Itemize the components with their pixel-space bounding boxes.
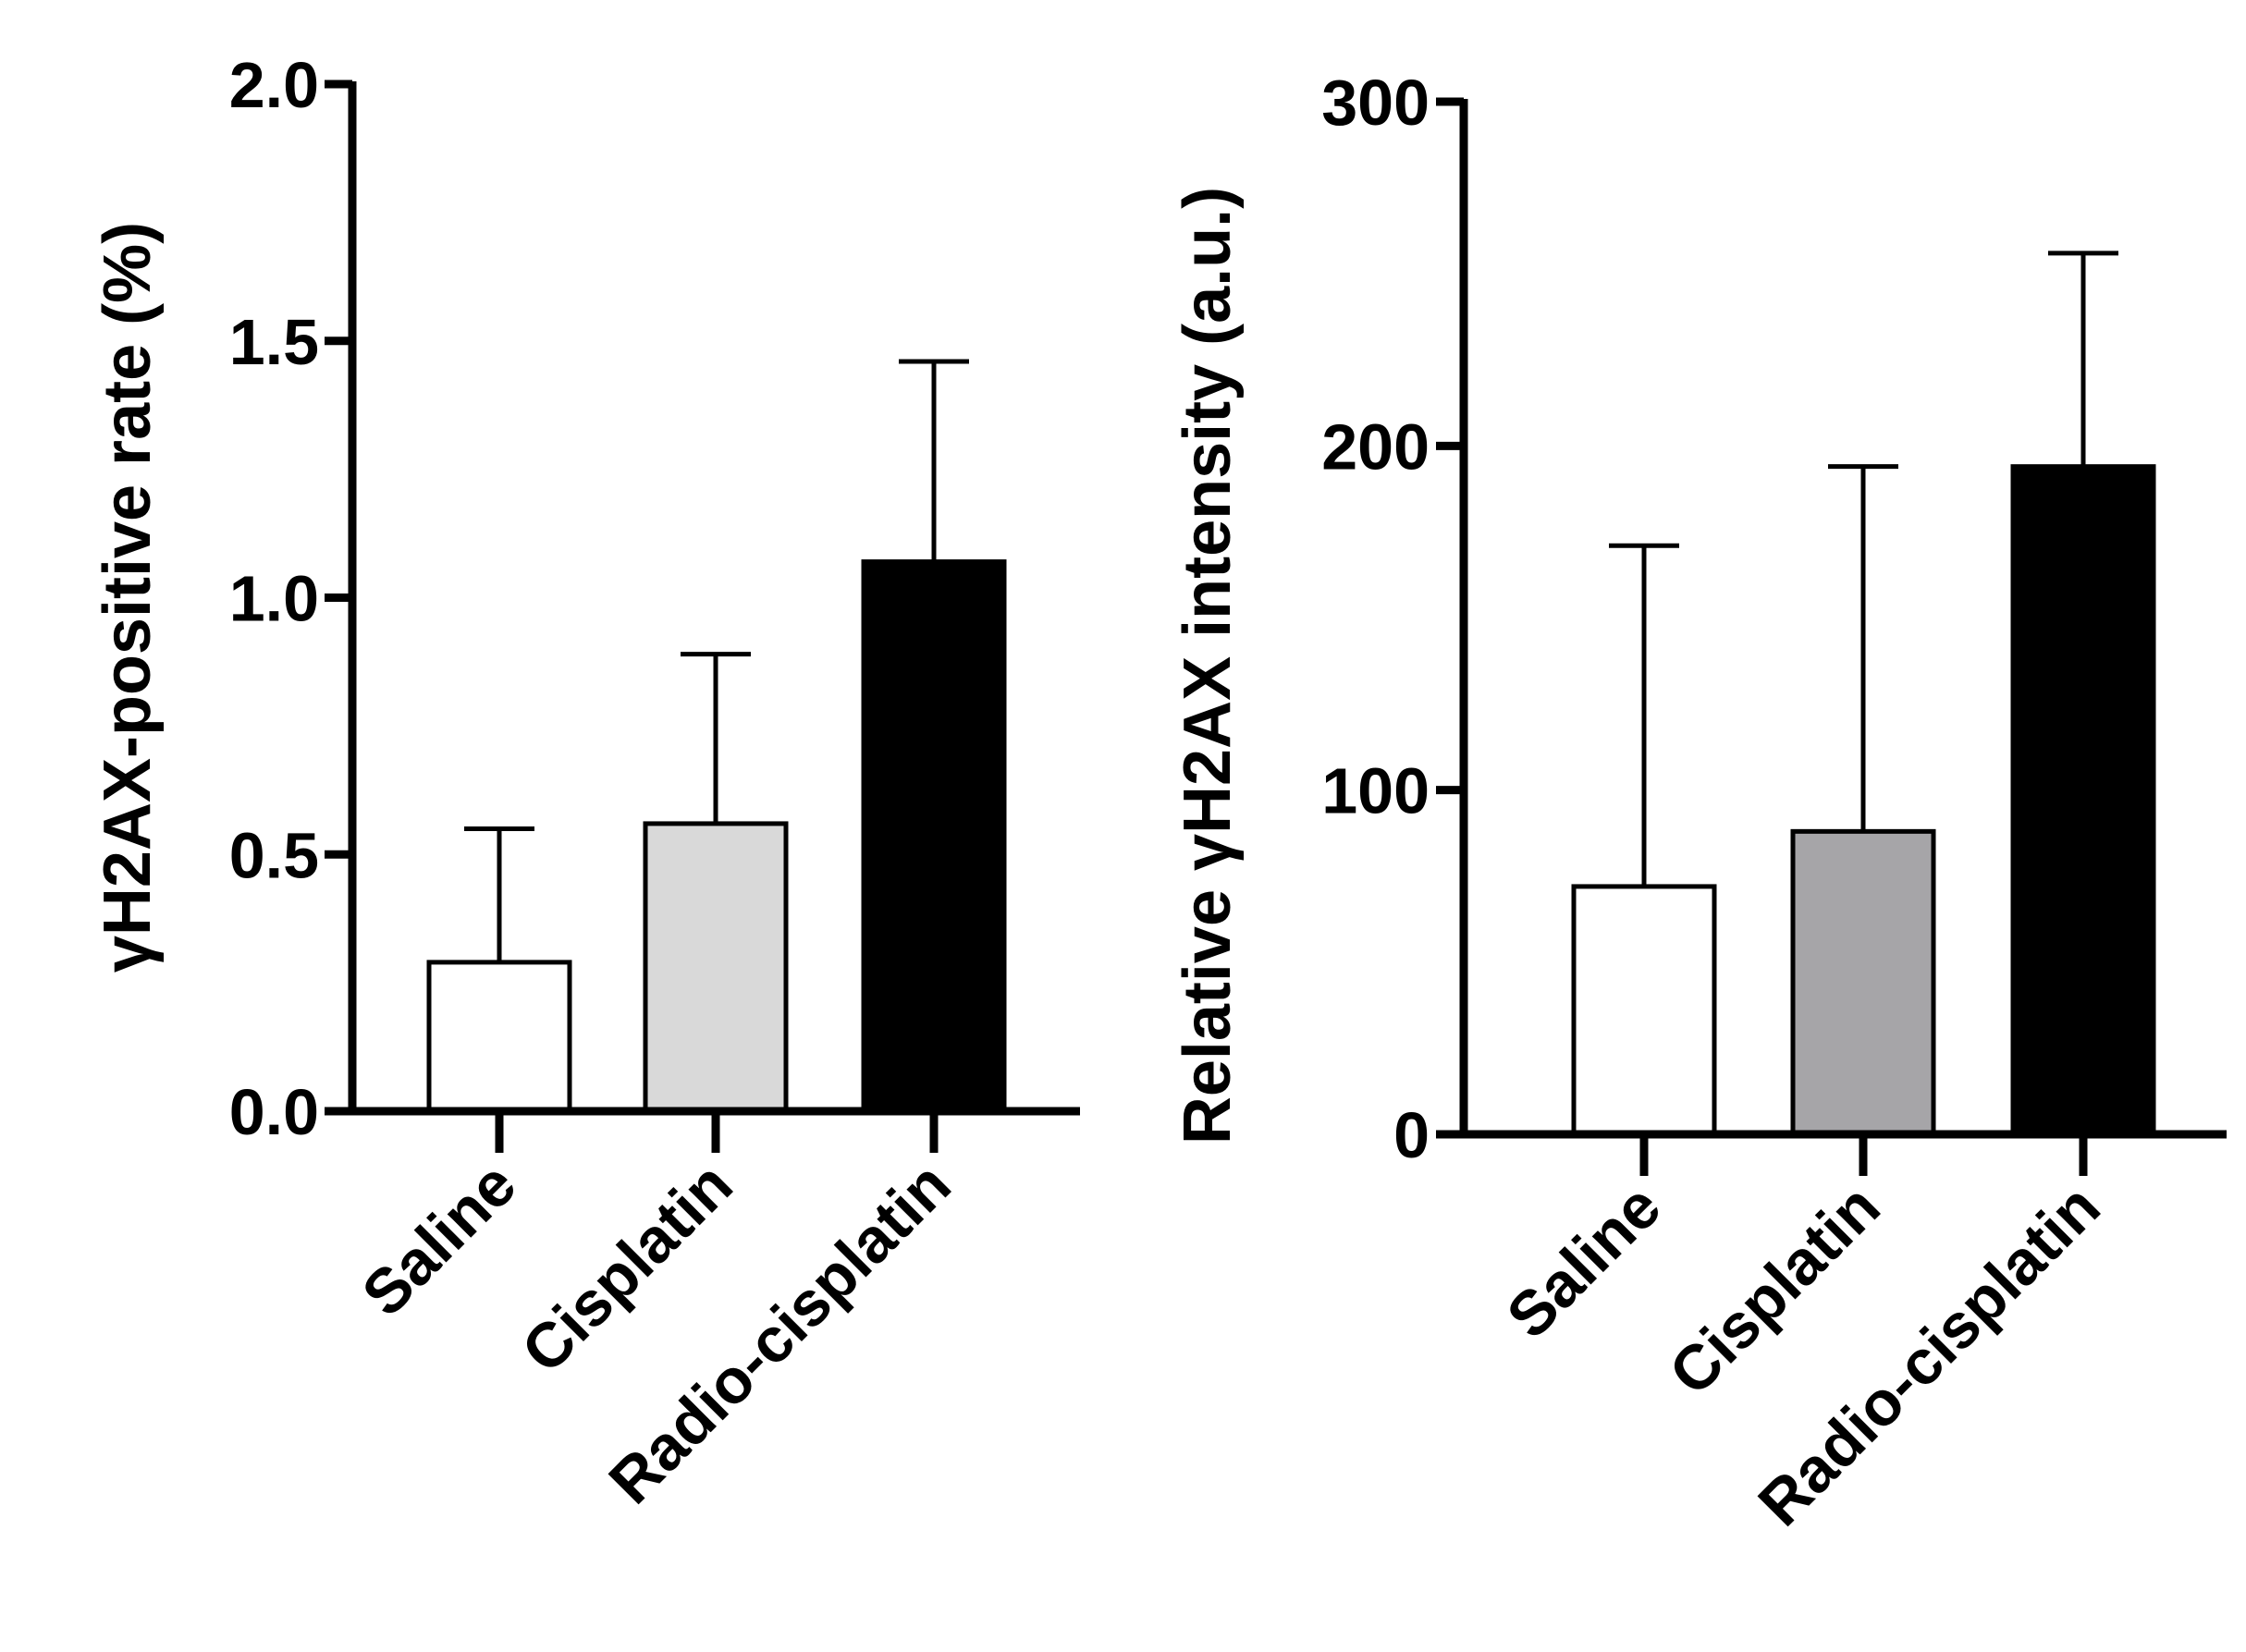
bar-radio-cisplatin	[2010, 464, 2156, 1137]
y-tick-label: 100	[1321, 755, 1430, 827]
x-tick-label: Cisplatin	[509, 1149, 746, 1387]
bar-cisplatin	[643, 821, 789, 1114]
bar-saline	[1571, 884, 1717, 1137]
x-tick-label: Saline	[1493, 1171, 1674, 1352]
bar-cisplatin	[1790, 828, 1936, 1137]
y-tick-label: 2.0	[229, 49, 319, 121]
chart-relative-intensity: 0100200300SalineCisplatinRadio-cisplatin…	[1171, 67, 2227, 1539]
y-tick-label: 1.0	[229, 563, 319, 635]
y-axis-title: γH2AX-positive rate (%)	[91, 222, 165, 973]
y-tick-label: 1.5	[229, 306, 319, 378]
x-tick-label: Cisplatin	[1656, 1171, 1894, 1409]
bar-radio-cisplatin	[861, 559, 1007, 1114]
x-tick-label: Saline	[349, 1149, 529, 1329]
y-axis-title: Relative γH2AX intensity (a.u.)	[1171, 187, 1245, 1144]
y-tick-label: 0.5	[229, 819, 319, 891]
y-tick-label: 300	[1321, 67, 1430, 139]
bar-saline	[426, 960, 572, 1114]
y-tick-label: 0.0	[229, 1076, 319, 1148]
chart-positive-rate: 0.00.51.01.52.0SalineCisplatinRadio-cisp…	[91, 49, 1080, 1517]
y-tick-label: 0	[1393, 1099, 1430, 1171]
y-tick-label: 200	[1321, 410, 1430, 483]
